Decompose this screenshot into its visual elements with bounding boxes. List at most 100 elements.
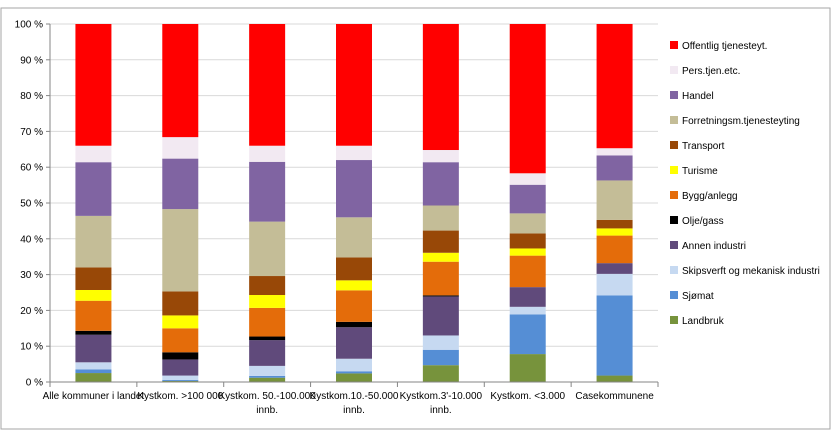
bar-segment (422, 150, 459, 163)
bar-segment (249, 295, 286, 308)
bar-segment (422, 365, 459, 382)
y-tick-label: 100 % (15, 20, 43, 31)
bar-segment (509, 213, 546, 234)
x-category-label: Kystkom. 50.-100.000 innb. (219, 391, 317, 416)
bar-segment (336, 160, 372, 218)
bar-segment (75, 330, 112, 335)
legend-label: Handel (682, 91, 714, 102)
legend-swatch (670, 316, 678, 324)
bar-segment (75, 362, 112, 370)
bar-segment (509, 306, 546, 315)
bar-segment (75, 145, 112, 163)
bar-segment (249, 145, 286, 162)
y-tick-label: 40 % (20, 234, 43, 245)
legend-label: Landbruk (682, 316, 725, 327)
legend-label: Offentlig tjenesteyt. (682, 41, 767, 52)
bar-segment (422, 205, 459, 231)
bar-segment (509, 354, 546, 382)
bar-segment (422, 296, 459, 336)
bar-segment (422, 162, 459, 206)
bar-segment (422, 24, 459, 151)
bar-segment (75, 162, 112, 216)
bar-segment (249, 221, 286, 277)
y-tick-label: 50 % (20, 199, 43, 210)
bar-segment (249, 340, 286, 366)
legend-swatch (670, 141, 678, 149)
y-tick-label: 20 % (20, 306, 43, 317)
bar-segment (336, 358, 372, 372)
x-category-label: Kystkom. <3.000 (490, 391, 565, 402)
bar-segment (422, 261, 459, 296)
legend-swatch (670, 241, 678, 249)
bar-segment (336, 217, 372, 258)
bar-segment (162, 209, 199, 292)
bar-segment (75, 300, 112, 331)
axes (49, 24, 659, 387)
bar-segment (336, 327, 372, 359)
bar-segment (249, 377, 286, 382)
x-category-label: Kystkom. >100 000 (137, 391, 223, 402)
legend-label: Transport (682, 141, 725, 152)
bar-segment (596, 219, 633, 229)
x-category-label: Kystkom.10.-50.000 innb. (310, 391, 399, 416)
y-tick-label: 70 % (20, 127, 43, 138)
bar-segment (596, 375, 633, 382)
bar-segment (249, 365, 286, 376)
bar-segment (75, 215, 112, 268)
bar-segment (596, 24, 633, 149)
bar-segment (75, 289, 112, 301)
bar-segment (249, 307, 286, 337)
legend-label: Sjømat (682, 291, 714, 302)
bar-segment (162, 315, 199, 329)
bar-segment (509, 24, 546, 174)
bar-segment (249, 336, 286, 341)
legend: Offentlig tjenesteyt. Pers.tjen.etc. Hande… (670, 41, 820, 327)
bar-segment (596, 295, 633, 376)
bar-segment (596, 228, 633, 236)
y-tick-label: 10 % (20, 342, 43, 353)
bar-segment (162, 291, 199, 316)
bar-segment (596, 148, 633, 156)
bar-segment (249, 375, 286, 378)
bar-segment (162, 359, 199, 376)
bar-segment (162, 352, 199, 360)
bar-segment (422, 349, 459, 366)
legend-swatch (670, 291, 678, 299)
y-tick-label: 60 % (20, 163, 43, 174)
bar-segment (162, 375, 199, 380)
bar-segment (509, 248, 546, 256)
bar-segment (509, 314, 546, 355)
bar-segment (249, 161, 286, 222)
bar-segment (336, 290, 372, 322)
bar-segment (596, 235, 633, 264)
legend-label: Skipsverft og mekanisk industri (682, 266, 820, 277)
bar-segment (162, 380, 199, 382)
legend-swatch (670, 166, 678, 174)
legend-swatch (670, 66, 678, 74)
y-tick-label: 90 % (20, 55, 43, 66)
bar-segment (75, 334, 112, 363)
legend-swatch (670, 91, 678, 99)
bar-segment (422, 335, 459, 350)
bar-segment (422, 295, 459, 297)
bar-segment (509, 233, 546, 249)
bar-segment (336, 257, 372, 281)
bar-segment (249, 24, 286, 146)
bar-segment (596, 180, 633, 220)
bars (75, 24, 633, 382)
legend-swatch (670, 41, 678, 49)
bar-segment (509, 255, 546, 288)
y-tick-label: 0 % (26, 378, 43, 389)
bar-segment (509, 287, 546, 307)
bar-segment (162, 158, 199, 210)
bar-segment (75, 267, 112, 290)
bar-segment (596, 155, 633, 181)
bar-segment (75, 373, 112, 382)
x-category-label: Casekommunene (575, 391, 654, 402)
bar-segment (509, 173, 546, 185)
y-tick-label: 80 % (20, 91, 43, 102)
bar-segment (75, 24, 112, 146)
legend-label: Bygg/anlegg (682, 191, 738, 202)
